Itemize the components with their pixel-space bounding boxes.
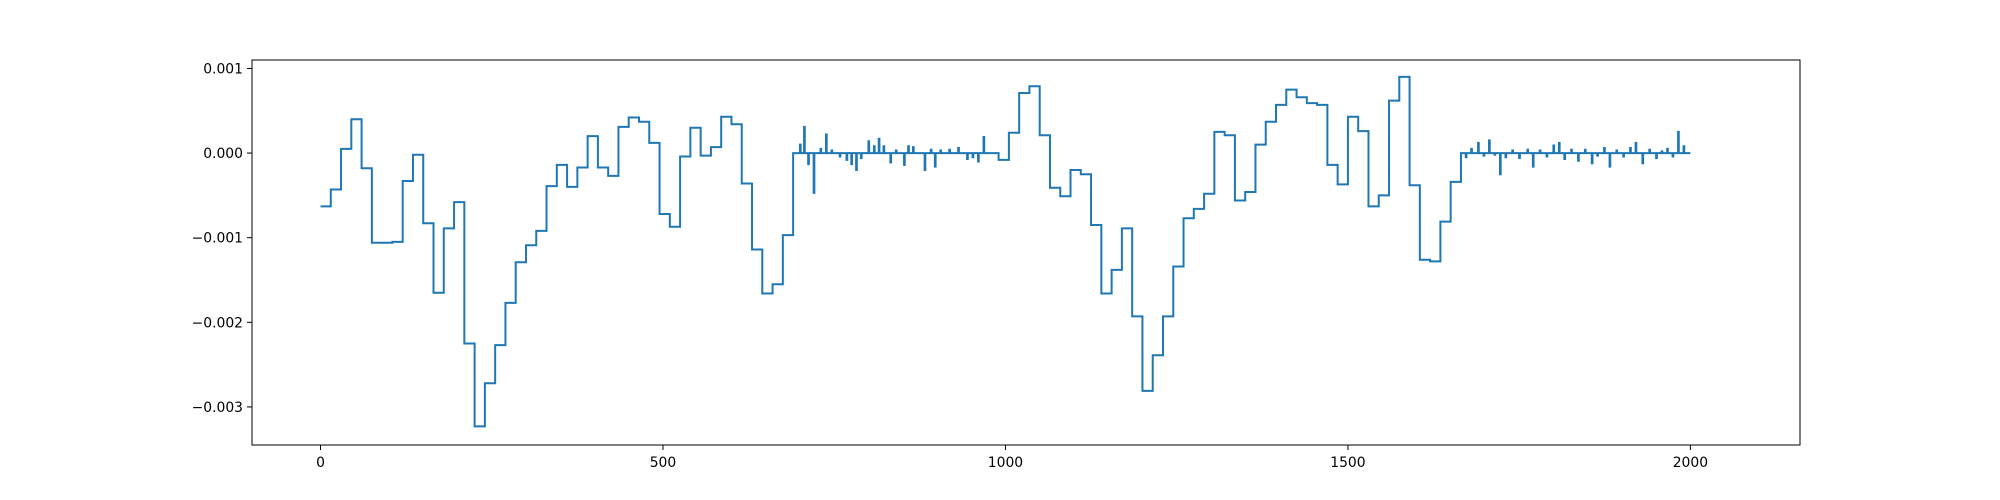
x-tick-label: 2000 [1673,455,1708,471]
x-tick-label: 0 [316,455,325,471]
y-axis: 0.001 0.000 −0.001 −0.002 −0.003 [192,61,252,416]
y-tick-label: −0.002 [192,315,243,331]
y-tick-label: 0.001 [203,61,243,77]
x-axis: 0 500 1000 1500 2000 [316,445,1708,471]
y-tick-label: 0.000 [203,146,243,162]
plot-frame [251,59,1801,446]
x-tick-label: 500 [650,455,677,471]
x-tick-label: 1000 [988,455,1023,471]
y-tick-label: −0.003 [192,400,243,416]
plot-area [320,75,1691,428]
series-line [320,75,1691,428]
x-tick-label: 1500 [1330,455,1365,471]
y-tick-label: −0.001 [192,231,243,247]
